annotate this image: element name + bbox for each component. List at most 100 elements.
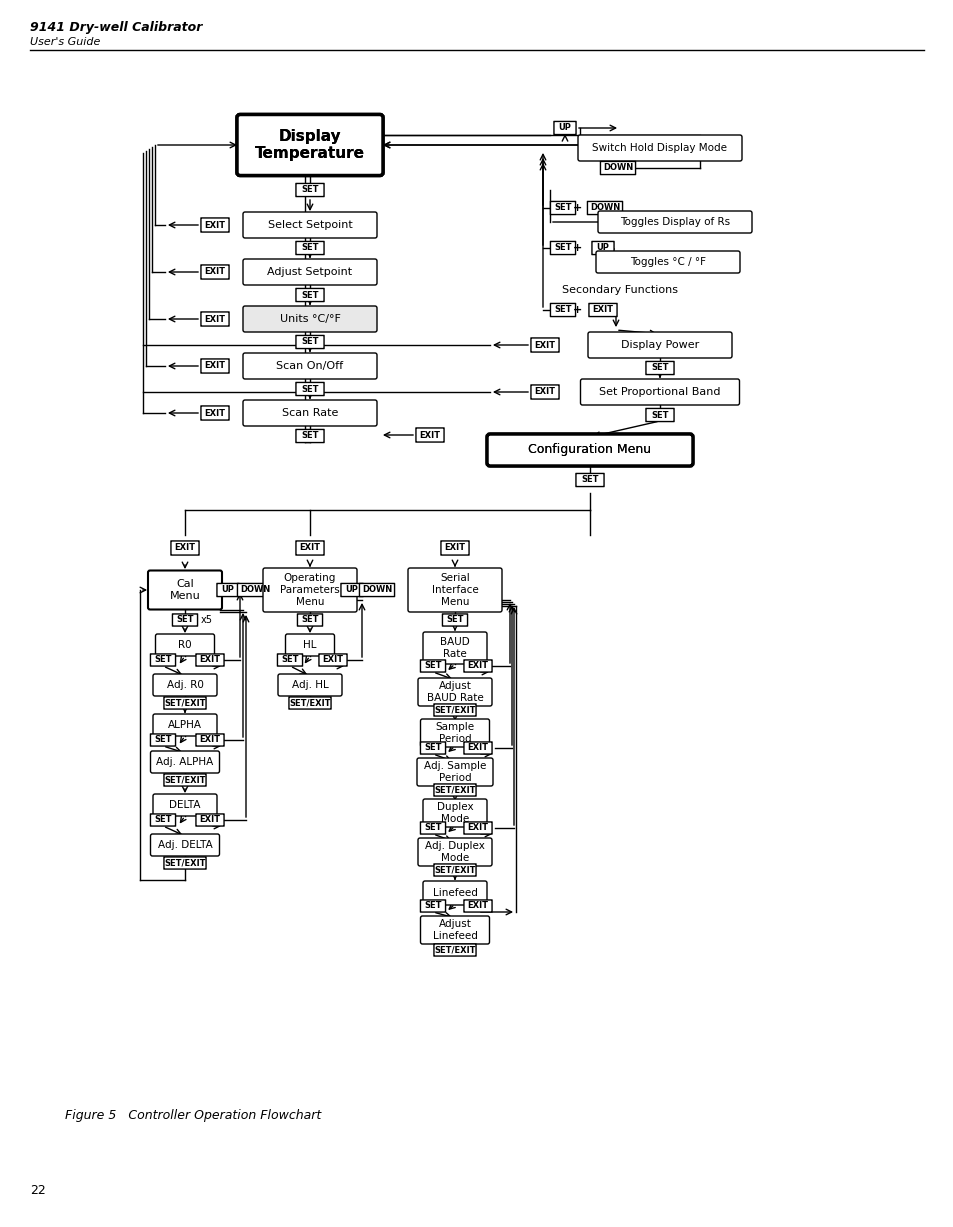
FancyBboxPatch shape — [420, 917, 489, 944]
Text: SET: SET — [651, 363, 668, 373]
Text: SET/EXIT: SET/EXIT — [164, 859, 206, 867]
FancyBboxPatch shape — [195, 814, 224, 826]
Text: +: + — [573, 306, 582, 315]
FancyBboxPatch shape — [416, 758, 493, 787]
FancyBboxPatch shape — [434, 944, 476, 956]
Text: Adjust
Linefeed: Adjust Linefeed — [432, 919, 476, 941]
Text: DOWN: DOWN — [602, 163, 633, 173]
FancyBboxPatch shape — [599, 162, 635, 174]
Text: BAUD
Rate: BAUD Rate — [439, 637, 470, 659]
FancyBboxPatch shape — [148, 571, 222, 610]
FancyBboxPatch shape — [486, 434, 692, 466]
Text: Display
Temperature: Display Temperature — [254, 129, 365, 161]
Text: EXIT: EXIT — [467, 823, 488, 832]
FancyBboxPatch shape — [408, 568, 501, 612]
Text: EXIT: EXIT — [419, 431, 440, 439]
FancyBboxPatch shape — [422, 799, 486, 827]
FancyBboxPatch shape — [164, 856, 206, 869]
Text: SET/EXIT: SET/EXIT — [164, 698, 206, 708]
FancyBboxPatch shape — [588, 303, 617, 317]
FancyBboxPatch shape — [295, 541, 324, 555]
Text: EXIT: EXIT — [204, 267, 225, 276]
Text: +: + — [573, 243, 582, 253]
Text: Toggles °C / °F: Toggles °C / °F — [629, 256, 705, 267]
FancyBboxPatch shape — [645, 362, 674, 374]
Text: SET: SET — [176, 616, 193, 625]
FancyBboxPatch shape — [243, 400, 376, 426]
FancyBboxPatch shape — [645, 409, 674, 422]
FancyBboxPatch shape — [201, 360, 229, 373]
FancyBboxPatch shape — [420, 742, 445, 755]
Text: SET: SET — [154, 735, 172, 745]
Text: Cal
Menu: Cal Menu — [170, 579, 200, 601]
FancyBboxPatch shape — [420, 899, 445, 912]
Text: SET/EXIT: SET/EXIT — [164, 775, 206, 784]
FancyBboxPatch shape — [417, 679, 492, 706]
FancyBboxPatch shape — [152, 794, 216, 816]
FancyBboxPatch shape — [243, 353, 376, 379]
FancyBboxPatch shape — [440, 541, 469, 555]
FancyBboxPatch shape — [420, 660, 445, 672]
Text: EXIT: EXIT — [592, 306, 613, 314]
FancyBboxPatch shape — [318, 654, 347, 666]
FancyBboxPatch shape — [243, 306, 376, 333]
Text: Units °C/°F: Units °C/°F — [279, 314, 340, 324]
FancyBboxPatch shape — [486, 434, 692, 466]
Text: EXIT: EXIT — [204, 362, 225, 371]
FancyBboxPatch shape — [297, 614, 322, 626]
Text: DOWN: DOWN — [361, 585, 392, 595]
Text: Display Power: Display Power — [620, 340, 699, 350]
Text: Scan Rate: Scan Rate — [281, 409, 337, 418]
FancyBboxPatch shape — [201, 312, 229, 326]
Text: SET: SET — [281, 655, 298, 665]
Text: EXIT: EXIT — [199, 735, 220, 745]
Text: EXIT: EXIT — [534, 341, 555, 350]
Text: Adj. ALPHA: Adj. ALPHA — [156, 757, 213, 767]
FancyBboxPatch shape — [340, 584, 363, 596]
FancyBboxPatch shape — [155, 634, 214, 656]
Text: SET: SET — [301, 337, 318, 346]
FancyBboxPatch shape — [295, 184, 324, 196]
Text: SET: SET — [154, 655, 172, 665]
Text: SET/EXIT: SET/EXIT — [434, 706, 476, 714]
FancyBboxPatch shape — [195, 654, 224, 666]
FancyBboxPatch shape — [236, 114, 382, 175]
Text: SET: SET — [301, 384, 318, 394]
Text: SET: SET — [580, 476, 598, 485]
FancyBboxPatch shape — [152, 714, 216, 736]
FancyBboxPatch shape — [422, 881, 486, 906]
FancyBboxPatch shape — [463, 899, 492, 912]
FancyBboxPatch shape — [243, 259, 376, 285]
Text: SET/EXIT: SET/EXIT — [434, 865, 476, 875]
Text: SET: SET — [651, 411, 668, 420]
Text: 9141 Dry-well Calibrator: 9141 Dry-well Calibrator — [30, 22, 202, 34]
Text: UP: UP — [345, 585, 358, 595]
FancyBboxPatch shape — [164, 697, 206, 709]
FancyBboxPatch shape — [277, 674, 341, 696]
FancyBboxPatch shape — [420, 822, 445, 834]
Text: SET: SET — [554, 204, 571, 212]
Text: +: + — [573, 202, 582, 213]
FancyBboxPatch shape — [442, 614, 467, 626]
Text: x5: x5 — [201, 615, 213, 625]
Text: EXIT: EXIT — [199, 816, 220, 825]
FancyBboxPatch shape — [289, 697, 331, 709]
FancyBboxPatch shape — [587, 333, 731, 358]
Text: Operating
Parameters
Menu: Operating Parameters Menu — [280, 573, 339, 606]
Text: SET: SET — [301, 432, 318, 440]
FancyBboxPatch shape — [295, 429, 324, 443]
Text: EXIT: EXIT — [204, 221, 225, 229]
Text: EXIT: EXIT — [299, 544, 320, 552]
FancyBboxPatch shape — [243, 212, 376, 238]
Text: SET: SET — [301, 291, 318, 299]
Text: DOWN: DOWN — [589, 204, 619, 212]
Text: EXIT: EXIT — [204, 409, 225, 417]
Text: Linefeed: Linefeed — [432, 888, 476, 898]
FancyBboxPatch shape — [295, 335, 324, 348]
FancyBboxPatch shape — [579, 379, 739, 405]
FancyBboxPatch shape — [422, 632, 486, 664]
Text: Switch Hold Display Mode: Switch Hold Display Mode — [592, 144, 727, 153]
Text: Configuration Menu: Configuration Menu — [528, 443, 651, 456]
Text: SET/EXIT: SET/EXIT — [434, 946, 476, 955]
Text: Select Setpoint: Select Setpoint — [268, 220, 352, 229]
